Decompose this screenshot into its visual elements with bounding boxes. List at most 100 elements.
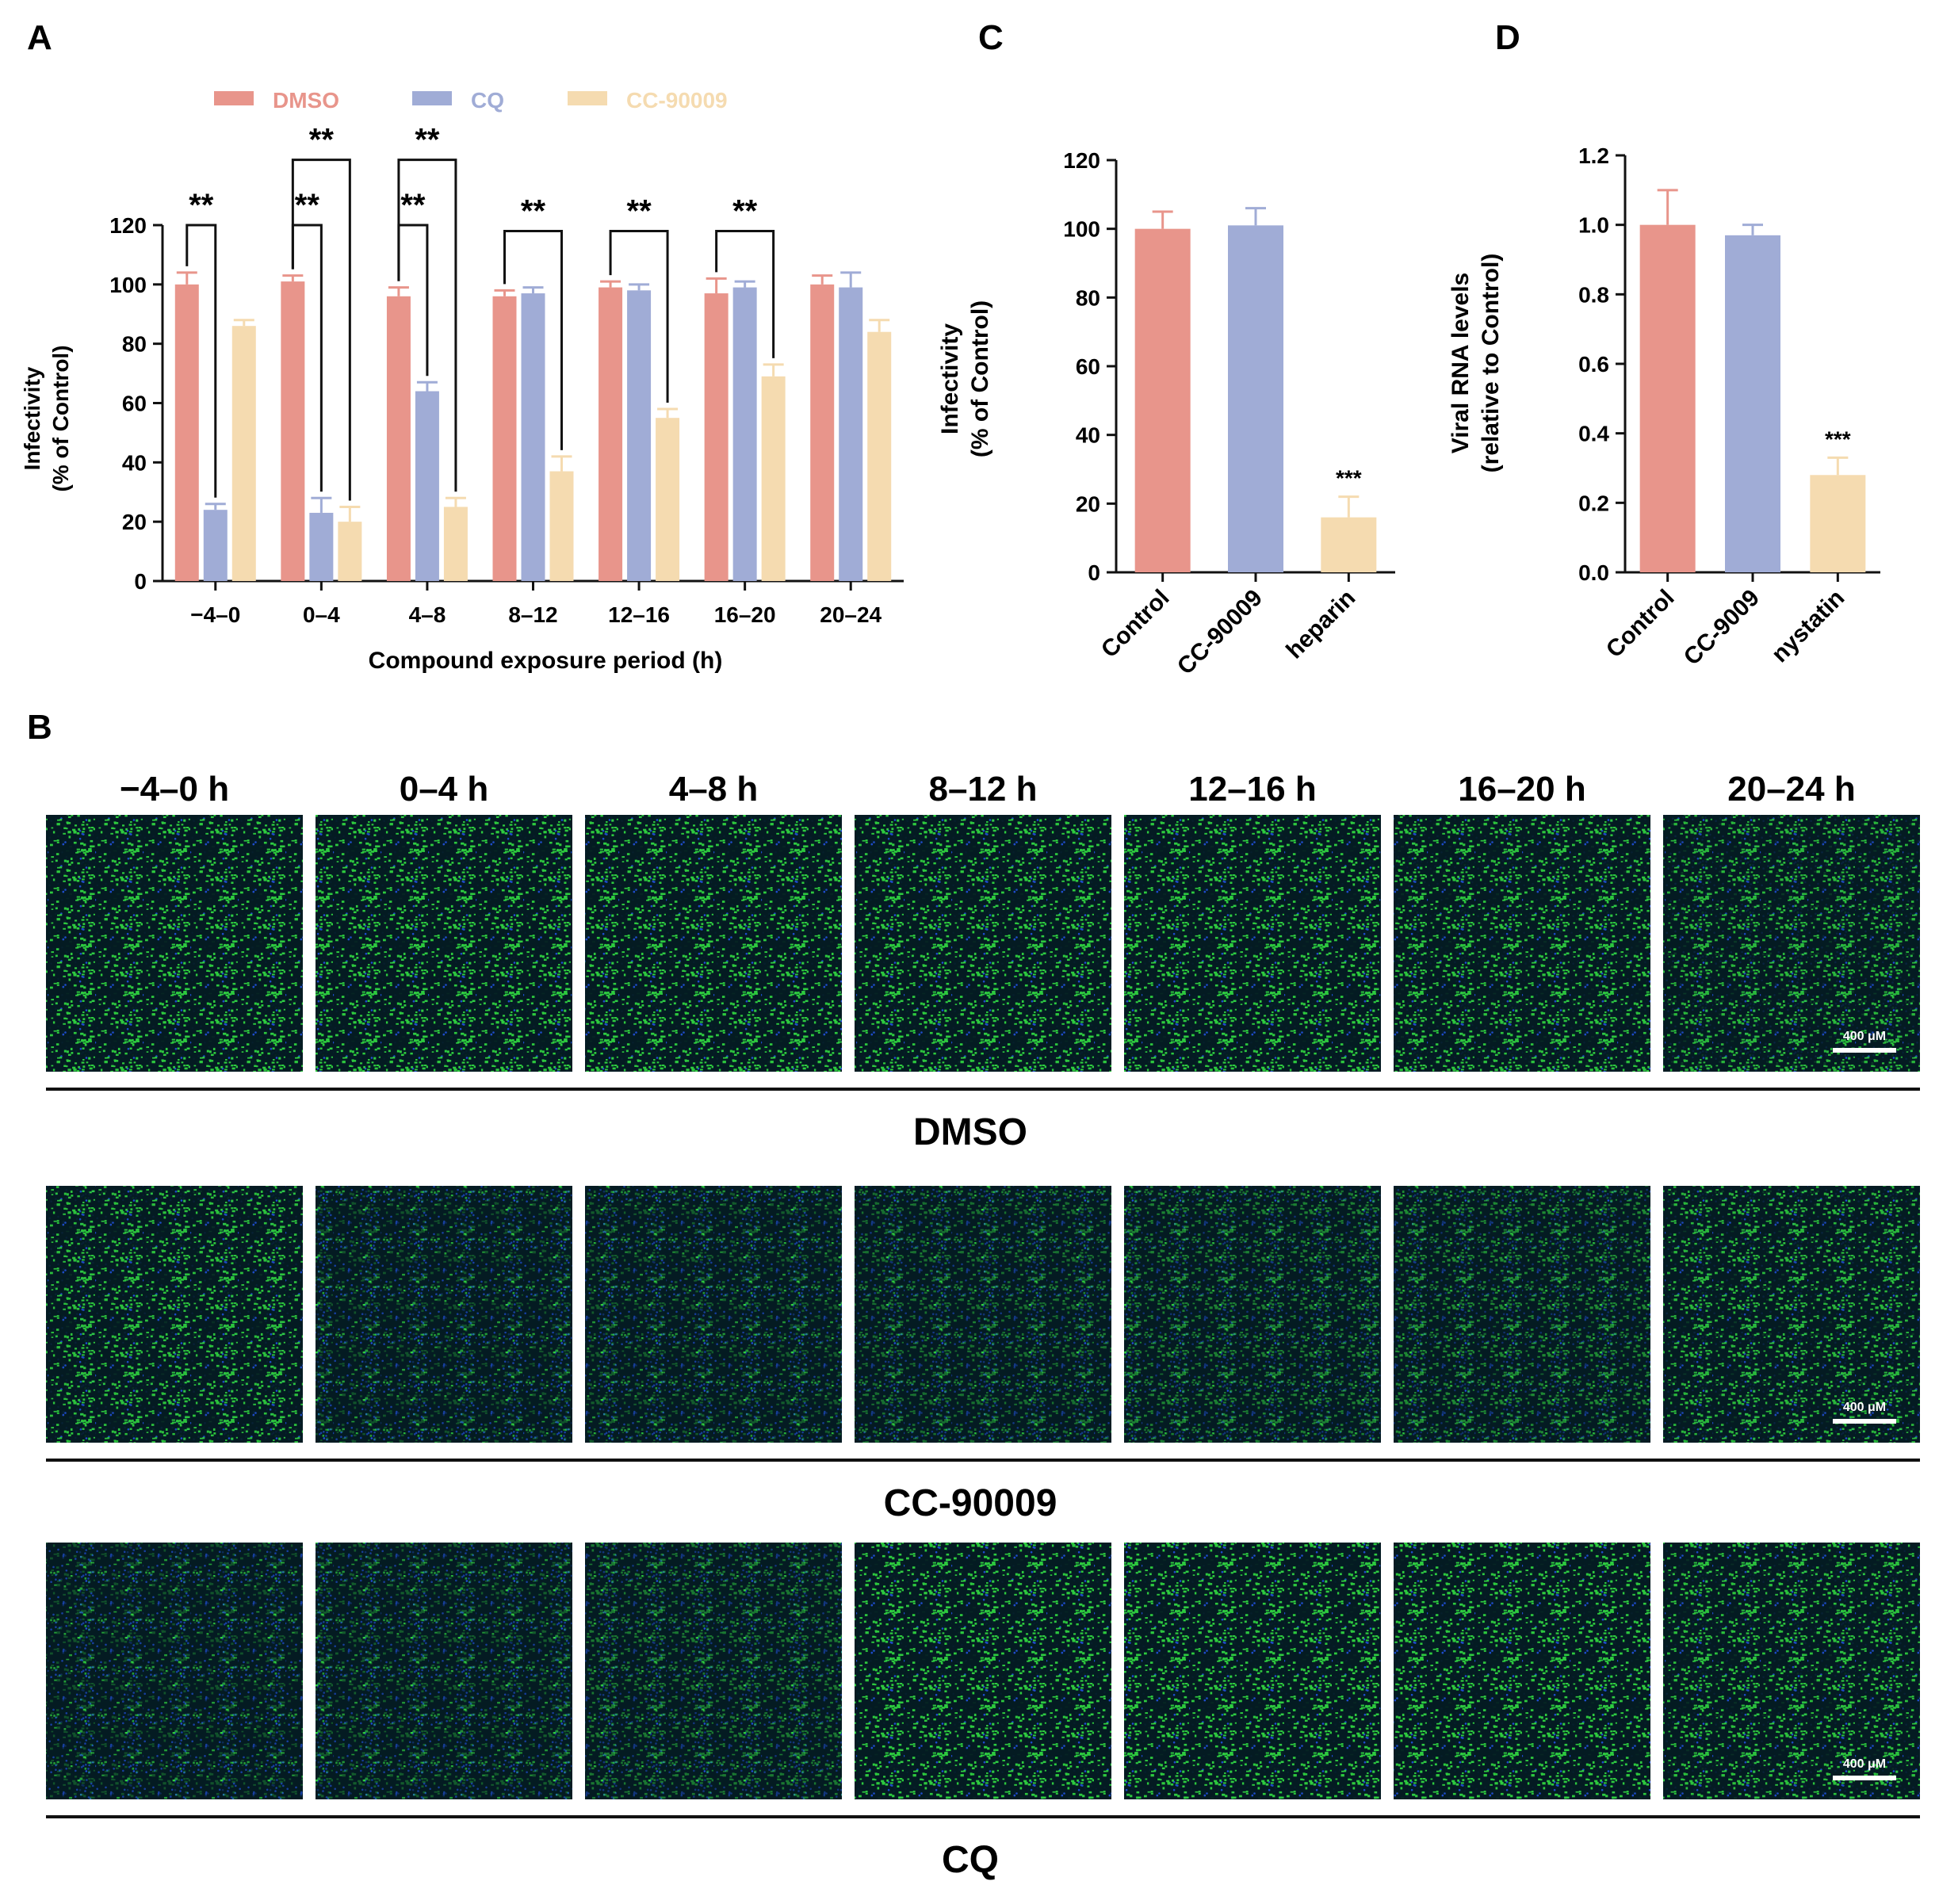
panel-label-d: D <box>1495 18 1520 57</box>
significance-label: ** <box>521 193 546 228</box>
chart-c: Infectivity (% of Control) 0 20 40 60 80 100 1… <box>937 148 1395 680</box>
micrograph-signal-layer <box>1663 815 1920 1072</box>
y-tick-label: 0.0 <box>1578 560 1609 585</box>
y-tick-label: 0 <box>1088 560 1100 585</box>
micrograph-tile <box>585 1186 842 1443</box>
micrograph-tile <box>585 1543 842 1799</box>
y-axis-title-line-1: Infectivity <box>937 323 963 434</box>
significance-label: ** <box>309 123 335 158</box>
chart-d: Viral RNA levels (relative to Control) 0… <box>1448 143 1880 671</box>
bar <box>1134 228 1191 572</box>
micrograph-signal-layer <box>855 815 1111 1072</box>
y-tick-label: 60 <box>122 392 147 416</box>
micrograph-signal-layer <box>585 1543 842 1799</box>
y-tick-label: 0.4 <box>1578 422 1609 446</box>
micrograph-signal-layer <box>1663 1543 1920 1799</box>
scale-bar <box>1833 1419 1896 1424</box>
x-tick-label: 16–20 <box>714 602 776 627</box>
y-tick-label: 0.6 <box>1578 352 1609 377</box>
micrograph-signal-layer <box>316 1186 572 1443</box>
significance-bracket <box>609 229 669 403</box>
significance-label: ** <box>295 188 320 223</box>
scale-bar <box>1833 1048 1896 1053</box>
legend-swatch-cc90009 <box>568 91 607 105</box>
y-tick-label: 1.0 <box>1578 213 1609 238</box>
bar <box>338 522 362 581</box>
micrograph-panel: −4–0 h 0–4 h 4–8 h 8–12 h 12–16 h 16–20 h 20–2… <box>46 770 1920 1881</box>
y-tick-label: 80 <box>122 332 147 357</box>
micrograph-signal-layer <box>585 815 842 1072</box>
bar <box>656 418 680 581</box>
significance-label: ** <box>627 193 652 228</box>
time-point-label: 4–8 h <box>669 770 759 809</box>
micrograph-tile <box>46 1186 303 1443</box>
x-tick-label: Control <box>1096 585 1175 663</box>
scale-bar-label: 400 μM <box>1843 1030 1886 1043</box>
micrograph-signal-layer <box>855 1543 1111 1799</box>
micrograph-tile <box>1124 1543 1381 1799</box>
bar <box>599 287 623 581</box>
row-label: CQ <box>942 1839 999 1881</box>
y-tick-label: 40 <box>122 450 147 475</box>
significance-bracket <box>291 159 351 501</box>
bar <box>810 284 835 581</box>
y-tick-label: 120 <box>109 213 147 238</box>
micrograph-signal-layer <box>1124 1543 1381 1799</box>
time-point-label: 12–16 h <box>1188 770 1316 809</box>
micrograph-signal-layer <box>1394 1186 1650 1443</box>
micrograph-tile <box>46 1543 303 1799</box>
micrograph-signal-layer <box>46 815 303 1072</box>
x-tick-label: 0–4 <box>303 602 340 627</box>
micrograph-signal-layer <box>316 815 572 1072</box>
micrograph-signal-layer <box>1663 1186 1920 1443</box>
x-tick-label: heparin <box>1281 585 1360 664</box>
x-tick-label: CC-9009 <box>1679 585 1765 671</box>
y-axis-title-line-2: (% of Control) <box>48 345 73 491</box>
significance-label: ** <box>400 188 426 223</box>
y-axis-title-line-1: Viral RNA levels <box>1448 273 1474 453</box>
y-axis-title-line-2: (relative to Control) <box>1478 254 1504 473</box>
micrograph-tile <box>46 815 303 1072</box>
x-tick-label: 4–8 <box>409 602 446 627</box>
x-tick-label: nystatin <box>1767 585 1850 668</box>
bar <box>281 281 305 581</box>
micrograph-tile <box>1124 815 1381 1072</box>
significance-label: ** <box>189 188 214 223</box>
panel-label-b: B <box>27 708 52 747</box>
x-tick-label: 20–24 <box>820 602 882 627</box>
micrograph-signal-layer <box>316 1543 572 1799</box>
micrograph-signal-layer <box>855 1186 1111 1443</box>
y-tick-label: 20 <box>1076 491 1100 516</box>
y-axis-title-line-2: (% of Control) <box>967 300 993 457</box>
significance-bracket <box>503 229 563 450</box>
bar <box>386 296 411 581</box>
row-label: DMSO <box>913 1111 1027 1153</box>
x-tick-label: CC-90009 <box>1172 585 1268 680</box>
bar <box>309 512 334 581</box>
time-point-label: 0–4 h <box>400 770 489 809</box>
micrograph-tile <box>855 815 1111 1072</box>
micrograph-tile <box>1663 1543 1920 1799</box>
y-tick-label: 0 <box>134 569 147 594</box>
bar <box>867 331 892 581</box>
row-label: CC-90009 <box>884 1482 1057 1524</box>
micrograph-tile <box>1124 1186 1381 1443</box>
micrograph-tile <box>1663 1186 1920 1443</box>
bar <box>839 287 863 581</box>
y-tick-label: 120 <box>1063 148 1100 173</box>
micrograph-tile <box>316 1186 572 1443</box>
bar <box>1725 235 1780 572</box>
bar <box>704 293 729 581</box>
y-tick-label: 0.8 <box>1578 282 1609 307</box>
legend-label-cq: CQ <box>471 88 504 113</box>
micrograph-signal-layer <box>46 1543 303 1799</box>
significance-bracket <box>715 229 775 358</box>
micrograph-tile <box>855 1543 1111 1799</box>
bar <box>1639 224 1696 572</box>
bar <box>492 296 517 581</box>
legend: DMSO CQ CC-90009 <box>214 88 728 113</box>
y-tick-label: 100 <box>109 273 147 297</box>
micrograph-tile <box>1394 1186 1650 1443</box>
micrograph-signal-layer <box>1124 815 1381 1072</box>
